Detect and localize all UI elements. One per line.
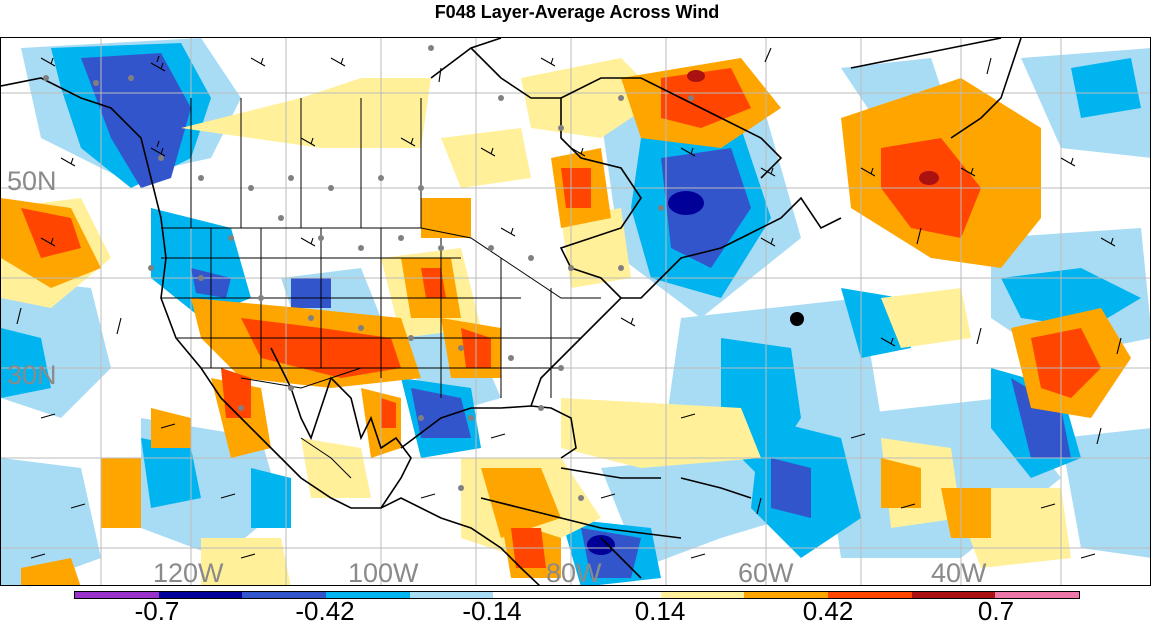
colorbar-segment bbox=[744, 592, 829, 598]
lon-label-60w: 60W bbox=[738, 558, 794, 586]
colorbar bbox=[74, 591, 1080, 599]
lon-label-120w: 120W bbox=[153, 558, 224, 586]
political-borders bbox=[161, 98, 601, 479]
colorbar-label: 0.7 bbox=[977, 596, 1015, 626]
colorbar-segment bbox=[577, 592, 661, 598]
wind-barbs bbox=[16, 47, 1122, 559]
dark-blue-fields bbox=[81, 53, 1071, 578]
colorbar-segment bbox=[911, 592, 996, 598]
colorbar-label: -0.14 bbox=[462, 596, 522, 626]
colorbar-segment bbox=[242, 592, 327, 598]
colorbar-segment bbox=[158, 592, 243, 598]
lat-lon-grid bbox=[1, 38, 1150, 585]
center-dot-marker bbox=[790, 312, 804, 326]
colorbar-segment bbox=[326, 592, 410, 598]
colorbar-label: -0.7 bbox=[134, 596, 180, 626]
darkred-fields bbox=[687, 70, 939, 185]
station-dots bbox=[43, 45, 694, 501]
lon-label-100w: 100W bbox=[348, 558, 419, 586]
colorbar-segment bbox=[493, 592, 578, 598]
colorbar-segment bbox=[75, 592, 159, 598]
lon-label-40w: 40W bbox=[931, 558, 987, 586]
colorbar-segment bbox=[995, 592, 1080, 598]
colorbar-segment bbox=[660, 592, 745, 598]
colorbar-segment bbox=[828, 592, 912, 598]
lon-label-80w: 80W bbox=[546, 558, 602, 586]
coastlines bbox=[1, 38, 1022, 585]
map-panel[interactable]: 50N 30N 120W 100W 80W 60W 40W bbox=[0, 37, 1151, 586]
colorbar-label: 0.14 bbox=[634, 596, 686, 626]
lat-label-50n: 50N bbox=[7, 166, 57, 196]
deepest-blue-fields bbox=[587, 191, 704, 555]
map-canvas bbox=[1, 38, 1150, 585]
colorbar-segment bbox=[409, 592, 494, 598]
lat-label-30n: 30N bbox=[7, 360, 57, 390]
chart-title: F048 Layer-Average Across Wind bbox=[434, 2, 720, 22]
colorbar-label: 0.42 bbox=[802, 596, 854, 626]
colorbar-label: -0.42 bbox=[295, 596, 355, 626]
